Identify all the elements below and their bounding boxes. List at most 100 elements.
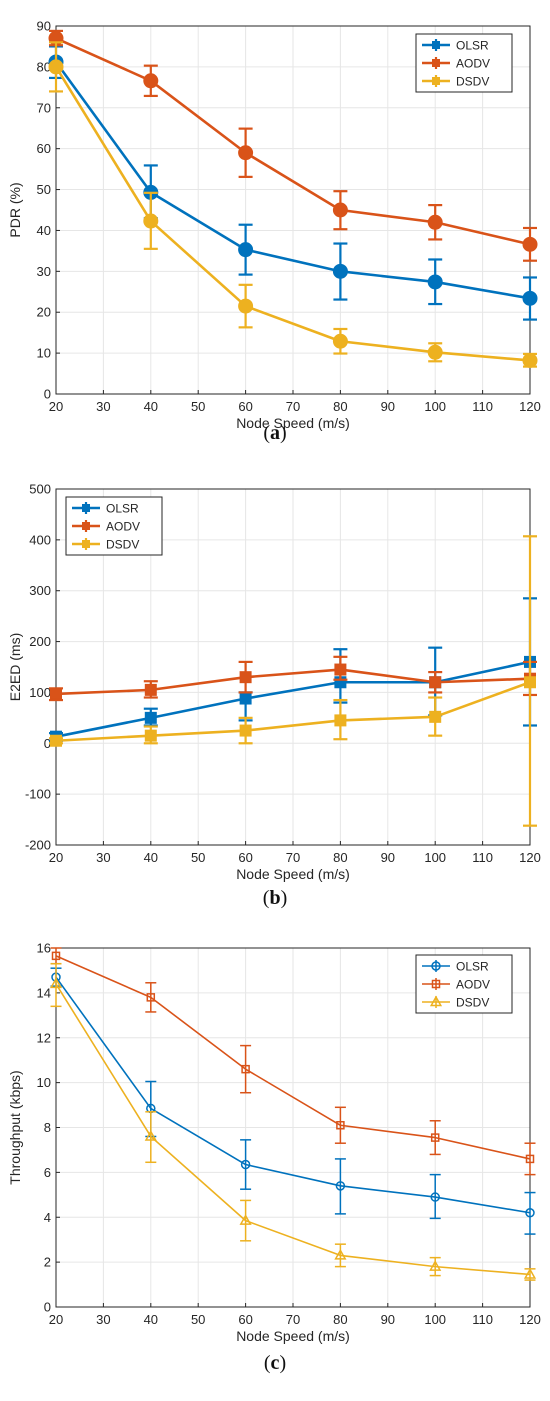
data-point	[429, 710, 442, 723]
y-tick-label: 16	[37, 941, 51, 956]
x-tick-label: 40	[144, 399, 158, 414]
legend-label: DSDV	[456, 996, 489, 1010]
x-tick-label: 110	[472, 850, 493, 865]
x-axis-label: Node Speed (m/s)	[236, 866, 350, 882]
x-tick-label: 60	[238, 399, 252, 414]
x-tick-label: 110	[472, 399, 493, 414]
legend-entry: DSDV	[72, 538, 139, 552]
data-point	[50, 687, 62, 700]
series-line	[55, 660, 531, 738]
y-tick-label: 500	[29, 482, 51, 497]
error-bar	[145, 982, 157, 1013]
y-tick-label: -200	[25, 838, 51, 853]
series-dsdv	[49, 535, 537, 827]
legend-entry: AODV	[72, 520, 140, 534]
data-point	[143, 73, 159, 89]
data-point	[239, 692, 252, 705]
legend-marker	[429, 995, 443, 1007]
y-tick-label: 200	[29, 634, 51, 649]
error-bar	[240, 1199, 252, 1242]
legend-marker	[82, 504, 90, 512]
x-tick-label: 70	[286, 850, 300, 865]
y-tick-label: 0	[44, 1300, 51, 1315]
data-point	[336, 1121, 345, 1130]
data-point	[522, 352, 538, 368]
legend: OLSR AODV DSDV	[415, 954, 513, 1014]
legend-label: OLSR	[456, 39, 489, 53]
data-point	[522, 290, 538, 306]
data-point	[239, 1214, 252, 1225]
x-tick-label: 50	[191, 1312, 205, 1327]
data-point	[144, 729, 157, 742]
legend-entry: OLSR	[422, 960, 489, 974]
data-point	[335, 1181, 346, 1191]
y-tick-label: 80	[37, 59, 51, 74]
data-point	[429, 676, 442, 689]
data-point	[429, 1260, 442, 1271]
legend-entry: DSDV	[422, 75, 489, 89]
legend-label: OLSR	[106, 502, 139, 516]
x-axis-label: Node Speed (m/s)	[236, 415, 350, 431]
legend: OLSR AODV DSDV	[415, 33, 513, 93]
data-point	[427, 274, 443, 290]
y-tick-label: 300	[29, 583, 51, 598]
legend-label: AODV	[456, 57, 490, 71]
y-tick-label: -100	[25, 787, 51, 802]
data-point	[51, 951, 61, 961]
data-point	[144, 683, 157, 696]
y-tick-label: 10	[37, 346, 51, 361]
x-tick-label: 50	[191, 399, 205, 414]
error-bar	[429, 1173, 441, 1220]
y-tick-label: 12	[37, 1030, 51, 1045]
series-line	[55, 668, 531, 696]
data-point	[238, 242, 254, 258]
x-tick-label: 20	[49, 850, 63, 865]
error-bar	[334, 1243, 346, 1268]
legend-marker	[432, 41, 440, 49]
legend-marker	[432, 59, 440, 67]
error-bar	[429, 1120, 441, 1156]
data-point	[144, 711, 157, 724]
series-line	[55, 681, 531, 743]
x-tick-label: 100	[424, 399, 446, 414]
error-bar	[334, 1158, 346, 1215]
series-aodv	[50, 947, 536, 1176]
legend-marker	[431, 979, 441, 989]
x-tick-label: 90	[381, 1312, 395, 1327]
error-bar	[50, 962, 62, 1008]
legend-entry: OLSR	[422, 39, 489, 53]
legend: OLSR AODV DSDV	[65, 496, 163, 556]
data-point	[144, 1129, 157, 1141]
panel-c: 20 30 40 50 60 70 80 90 100 110 120 0 2 4 6 8 10 12 14 16 No…	[0, 935, 550, 1401]
y-tick-label: 8	[44, 1120, 51, 1135]
panel-a: 20 30 40 50 60 70 80 90 100 110 120 0 10 20 30 40 50 60 70…	[0, 0, 550, 470]
panel-b-caption: (b)	[262, 887, 288, 909]
data-point	[525, 1154, 535, 1164]
series-line	[55, 955, 531, 1160]
legend-marker	[432, 77, 440, 85]
data-point	[143, 213, 159, 229]
series-dsdv	[49, 962, 537, 1281]
y-axis-label: PDR (%)	[7, 182, 23, 237]
e2ed-chart: 20 30 40 50 60 70 80 90 100 110 120 -200 -100 0 100 200…	[7, 482, 541, 883]
series-line	[55, 37, 531, 246]
y-tick-label: 400	[29, 532, 51, 547]
data-point	[239, 724, 252, 737]
x-tick-label: 100	[424, 1312, 446, 1327]
x-axis-label: Node Speed (m/s)	[236, 1328, 350, 1344]
data-point	[50, 734, 62, 747]
panel-a-caption: (a)	[263, 422, 287, 444]
legend-marker	[431, 961, 441, 971]
y-axis-label: E2ED (ms)	[7, 633, 23, 701]
legend-marker	[82, 540, 90, 548]
data-point	[427, 344, 443, 360]
legend-entry: AODV	[422, 57, 490, 71]
x-tick-label: 120	[519, 1312, 541, 1327]
y-tick-label: 70	[37, 100, 51, 115]
data-point	[332, 333, 348, 349]
data-point	[240, 1159, 251, 1170]
data-point	[430, 1133, 440, 1142]
x-tick-label: 20	[49, 1312, 63, 1327]
legend-entry: OLSR	[72, 502, 139, 516]
error-bar	[334, 1106, 346, 1144]
